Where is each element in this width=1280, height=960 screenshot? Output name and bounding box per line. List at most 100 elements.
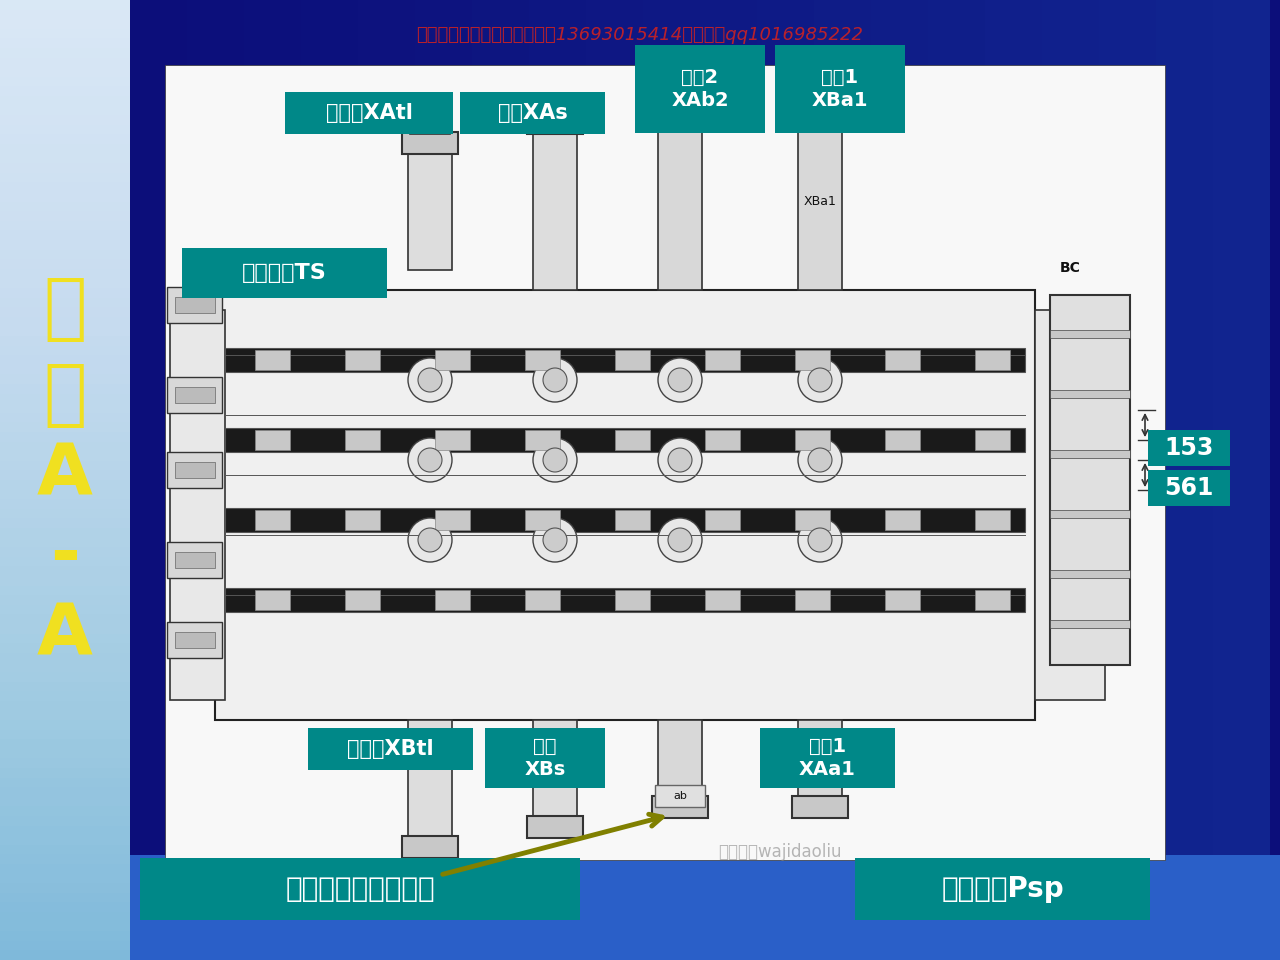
Bar (884, 510, 920, 530)
Bar (435, 350, 470, 370)
Bar (0, 115, 131, 125)
Bar (0, 854, 131, 864)
Text: 微信号：wajidaoliu: 微信号：wajidaoliu (718, 843, 842, 861)
Bar (0, 298, 131, 307)
Bar (0, 77, 131, 86)
Circle shape (808, 448, 832, 472)
Text: 在行走XAtl: 在行走XAtl (325, 103, 412, 123)
Bar (0, 336, 131, 346)
Bar (975, 350, 1010, 370)
Circle shape (668, 448, 692, 472)
Circle shape (408, 518, 452, 562)
Bar (0, 624, 131, 634)
Bar (435, 430, 470, 450)
Bar (0, 259, 131, 269)
Bar (756, 0, 814, 960)
Bar (0, 230, 131, 240)
Circle shape (532, 438, 577, 482)
Circle shape (419, 528, 442, 552)
Bar (800, 50, 840, 64)
Bar (346, 430, 380, 450)
Bar (140, 858, 580, 920)
Bar (795, 590, 829, 610)
Bar (0, 125, 131, 134)
Bar (0, 672, 131, 682)
Bar (705, 350, 740, 370)
Bar (0, 643, 131, 653)
Bar (225, 508, 1025, 532)
Text: 斗杆1
XAa1: 斗杆1 XAa1 (799, 736, 856, 780)
Bar (244, 0, 301, 960)
Bar (884, 350, 920, 370)
Bar (0, 346, 131, 355)
Bar (700, 0, 756, 960)
Bar (532, 130, 577, 290)
Circle shape (543, 368, 567, 392)
Bar (529, 0, 586, 960)
Bar (0, 355, 131, 365)
Bar (182, 248, 387, 298)
Bar (870, 0, 928, 960)
Text: XBa1: XBa1 (804, 195, 836, 208)
Bar (797, 80, 842, 290)
Circle shape (658, 518, 701, 562)
Bar (535, 100, 575, 114)
Bar (884, 430, 920, 450)
Bar (0, 240, 131, 250)
Bar (525, 590, 561, 610)
Bar (346, 350, 380, 370)
Circle shape (808, 368, 832, 392)
Bar (225, 428, 1025, 452)
Circle shape (797, 518, 842, 562)
Bar (166, 622, 221, 658)
Bar (0, 317, 131, 326)
Bar (0, 576, 131, 586)
Circle shape (668, 528, 692, 552)
Circle shape (543, 448, 567, 472)
Bar (346, 590, 380, 610)
Bar (0, 394, 131, 403)
Bar (1042, 0, 1100, 960)
Bar (0, 173, 131, 182)
Bar (975, 590, 1010, 610)
Bar (0, 106, 131, 115)
Bar (0, 442, 131, 451)
Text: 老刘出售挖掘机维修资料电话13693015414（微信）qq1016985222: 老刘出售挖掘机维修资料电话13693015414（微信）qq1016985222 (416, 26, 864, 44)
Bar (614, 430, 650, 450)
Bar (0, 835, 131, 845)
Text: A: A (37, 601, 93, 669)
Bar (0, 816, 131, 826)
Bar (0, 883, 131, 893)
Bar (0, 778, 131, 787)
Bar (0, 0, 131, 10)
Bar (402, 836, 458, 858)
Bar (255, 430, 291, 450)
Bar (975, 430, 1010, 450)
Bar (0, 192, 131, 202)
Text: -: - (50, 520, 79, 589)
Bar (975, 510, 1010, 530)
Bar (1050, 510, 1130, 518)
Bar (525, 430, 561, 450)
Text: ab: ab (673, 791, 687, 801)
Bar (1050, 330, 1130, 338)
Bar (0, 182, 131, 192)
Circle shape (808, 528, 832, 552)
Bar (527, 816, 582, 838)
Bar (0, 538, 131, 547)
Bar (792, 796, 849, 818)
Bar (1100, 0, 1156, 960)
Bar (0, 547, 131, 557)
Bar (255, 350, 291, 370)
Text: 直线行走TS: 直线行走TS (242, 263, 326, 283)
Bar (346, 510, 380, 530)
Bar (0, 950, 131, 960)
Bar (705, 590, 740, 610)
Bar (308, 728, 474, 770)
Circle shape (532, 518, 577, 562)
Bar (655, 785, 705, 807)
Bar (795, 350, 829, 370)
Circle shape (408, 438, 452, 482)
Bar (0, 586, 131, 595)
Bar (0, 634, 131, 643)
